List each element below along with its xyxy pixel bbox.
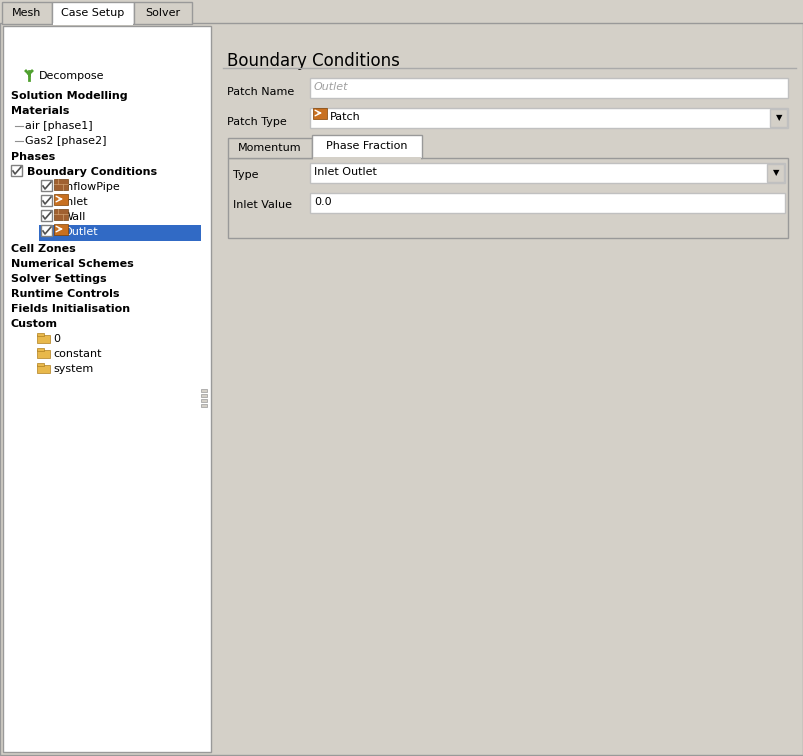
Bar bbox=[37, 333, 44, 336]
Bar bbox=[2, 2, 52, 24]
Text: 0: 0 bbox=[53, 334, 60, 344]
Text: Wall: Wall bbox=[63, 212, 86, 222]
Bar bbox=[766, 164, 783, 182]
Bar bbox=[41, 210, 52, 221]
Text: Case Setup: Case Setup bbox=[61, 8, 124, 18]
Bar bbox=[41, 195, 52, 206]
Bar bbox=[54, 194, 68, 205]
Bar bbox=[52, 2, 134, 24]
Text: Patch: Patch bbox=[329, 112, 361, 122]
Text: Cell Zones: Cell Zones bbox=[11, 244, 75, 254]
Text: ▼: ▼ bbox=[775, 113, 781, 122]
Text: Phases: Phases bbox=[11, 152, 55, 162]
Bar bbox=[134, 2, 192, 24]
Bar bbox=[769, 109, 786, 127]
Text: Patch Type: Patch Type bbox=[226, 117, 287, 127]
Bar bbox=[312, 157, 421, 159]
Text: Gas2 [phase2]: Gas2 [phase2] bbox=[25, 136, 106, 146]
Text: Outlet: Outlet bbox=[314, 82, 348, 92]
Bar bbox=[310, 78, 787, 98]
Text: ▼: ▼ bbox=[772, 169, 778, 178]
Bar bbox=[228, 138, 312, 158]
Text: Numerical Schemes: Numerical Schemes bbox=[11, 259, 133, 269]
Text: Materials: Materials bbox=[11, 106, 69, 116]
Bar bbox=[37, 365, 50, 373]
Text: Boundary Conditions: Boundary Conditions bbox=[27, 167, 157, 177]
Bar bbox=[53, 23, 132, 25]
Bar bbox=[201, 394, 206, 397]
Bar bbox=[37, 335, 50, 343]
Bar bbox=[310, 108, 787, 128]
Bar bbox=[39, 225, 201, 241]
Bar bbox=[11, 165, 22, 176]
Bar bbox=[37, 350, 50, 358]
Text: Patch Name: Patch Name bbox=[226, 87, 294, 97]
Bar bbox=[310, 193, 784, 213]
Bar bbox=[201, 399, 206, 402]
Bar bbox=[201, 404, 206, 407]
Bar bbox=[312, 135, 422, 158]
Text: Decompose: Decompose bbox=[39, 71, 104, 81]
Text: inflowPipe: inflowPipe bbox=[63, 182, 120, 192]
Bar bbox=[37, 363, 44, 366]
Text: Solver Settings: Solver Settings bbox=[11, 274, 107, 284]
Text: Outlet: Outlet bbox=[63, 227, 97, 237]
Text: 0.0: 0.0 bbox=[314, 197, 331, 207]
Text: constant: constant bbox=[53, 349, 101, 359]
Text: Type: Type bbox=[233, 170, 259, 180]
Text: inlet: inlet bbox=[63, 197, 88, 207]
Bar bbox=[37, 348, 44, 351]
Bar bbox=[201, 389, 206, 392]
Bar bbox=[228, 158, 787, 238]
Text: Phase Fraction: Phase Fraction bbox=[326, 141, 407, 151]
Text: Fields Initialisation: Fields Initialisation bbox=[11, 304, 130, 314]
Text: Inlet Outlet: Inlet Outlet bbox=[314, 167, 377, 177]
Bar bbox=[310, 163, 784, 183]
Bar bbox=[54, 224, 68, 235]
Text: Inlet Value: Inlet Value bbox=[233, 200, 291, 210]
Bar bbox=[3, 26, 210, 752]
Bar bbox=[312, 108, 327, 119]
Text: Runtime Controls: Runtime Controls bbox=[11, 289, 120, 299]
Bar bbox=[41, 180, 52, 191]
Bar bbox=[312, 157, 421, 160]
Text: Mesh: Mesh bbox=[12, 8, 42, 18]
Text: air [phase1]: air [phase1] bbox=[25, 121, 92, 131]
Text: Solution Modelling: Solution Modelling bbox=[11, 91, 128, 101]
Text: Boundary Conditions: Boundary Conditions bbox=[226, 52, 399, 70]
Text: Momentum: Momentum bbox=[238, 143, 301, 153]
Text: Custom: Custom bbox=[11, 319, 58, 329]
Bar bbox=[41, 225, 52, 236]
Bar bbox=[54, 179, 68, 190]
Text: Solver: Solver bbox=[145, 8, 181, 18]
Text: system: system bbox=[53, 364, 93, 374]
Bar bbox=[54, 209, 68, 220]
